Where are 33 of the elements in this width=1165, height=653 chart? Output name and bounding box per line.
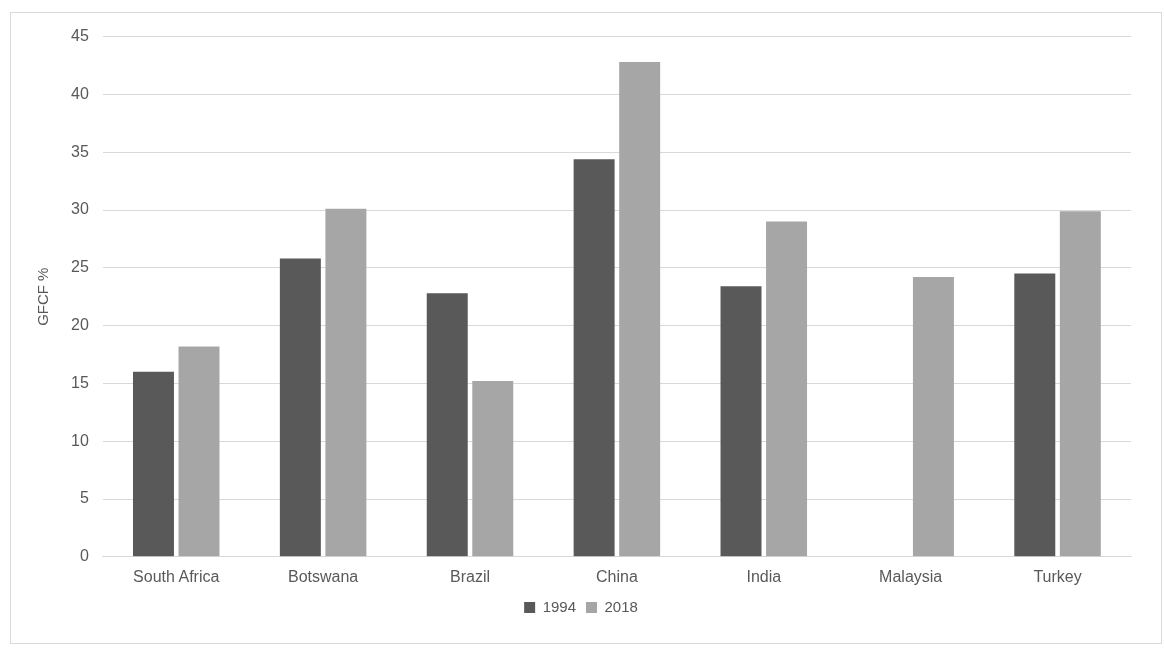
y-tick-label: 45 bbox=[71, 27, 89, 45]
bar bbox=[279, 258, 321, 557]
bar bbox=[426, 293, 468, 557]
bar bbox=[1059, 211, 1101, 557]
legend-label: 2018 bbox=[604, 597, 638, 615]
y-tick-label: 30 bbox=[71, 200, 89, 218]
bar bbox=[178, 346, 220, 557]
bar bbox=[619, 62, 661, 557]
bar bbox=[472, 381, 514, 557]
y-axis-title: GFCF % bbox=[34, 267, 52, 326]
y-tick-label: 35 bbox=[71, 142, 89, 160]
y-tick-label: 15 bbox=[71, 373, 89, 391]
bar bbox=[132, 371, 174, 557]
y-tick-label: 20 bbox=[71, 316, 89, 334]
y-tick-label: 0 bbox=[79, 547, 89, 565]
y-tick-label: 10 bbox=[71, 431, 89, 449]
bar bbox=[912, 277, 954, 557]
x-tick-label: Botswana bbox=[287, 567, 359, 585]
bar bbox=[1014, 273, 1056, 557]
x-tick-label: India bbox=[746, 567, 782, 585]
y-tick-label: 40 bbox=[71, 84, 89, 102]
bar bbox=[766, 221, 808, 557]
x-tick-label: Turkey bbox=[1033, 567, 1082, 585]
bar bbox=[573, 159, 615, 557]
x-tick-label: South Africa bbox=[133, 567, 220, 585]
x-tick-label: China bbox=[595, 567, 638, 585]
y-tick-label: 5 bbox=[79, 489, 89, 507]
bar bbox=[720, 286, 762, 557]
legend-label: 1994 bbox=[542, 597, 577, 615]
y-tick-label: 25 bbox=[71, 258, 89, 276]
x-tick-label: Brazil bbox=[450, 567, 491, 585]
bar bbox=[325, 208, 367, 557]
x-tick-label: Malaysia bbox=[879, 567, 943, 585]
